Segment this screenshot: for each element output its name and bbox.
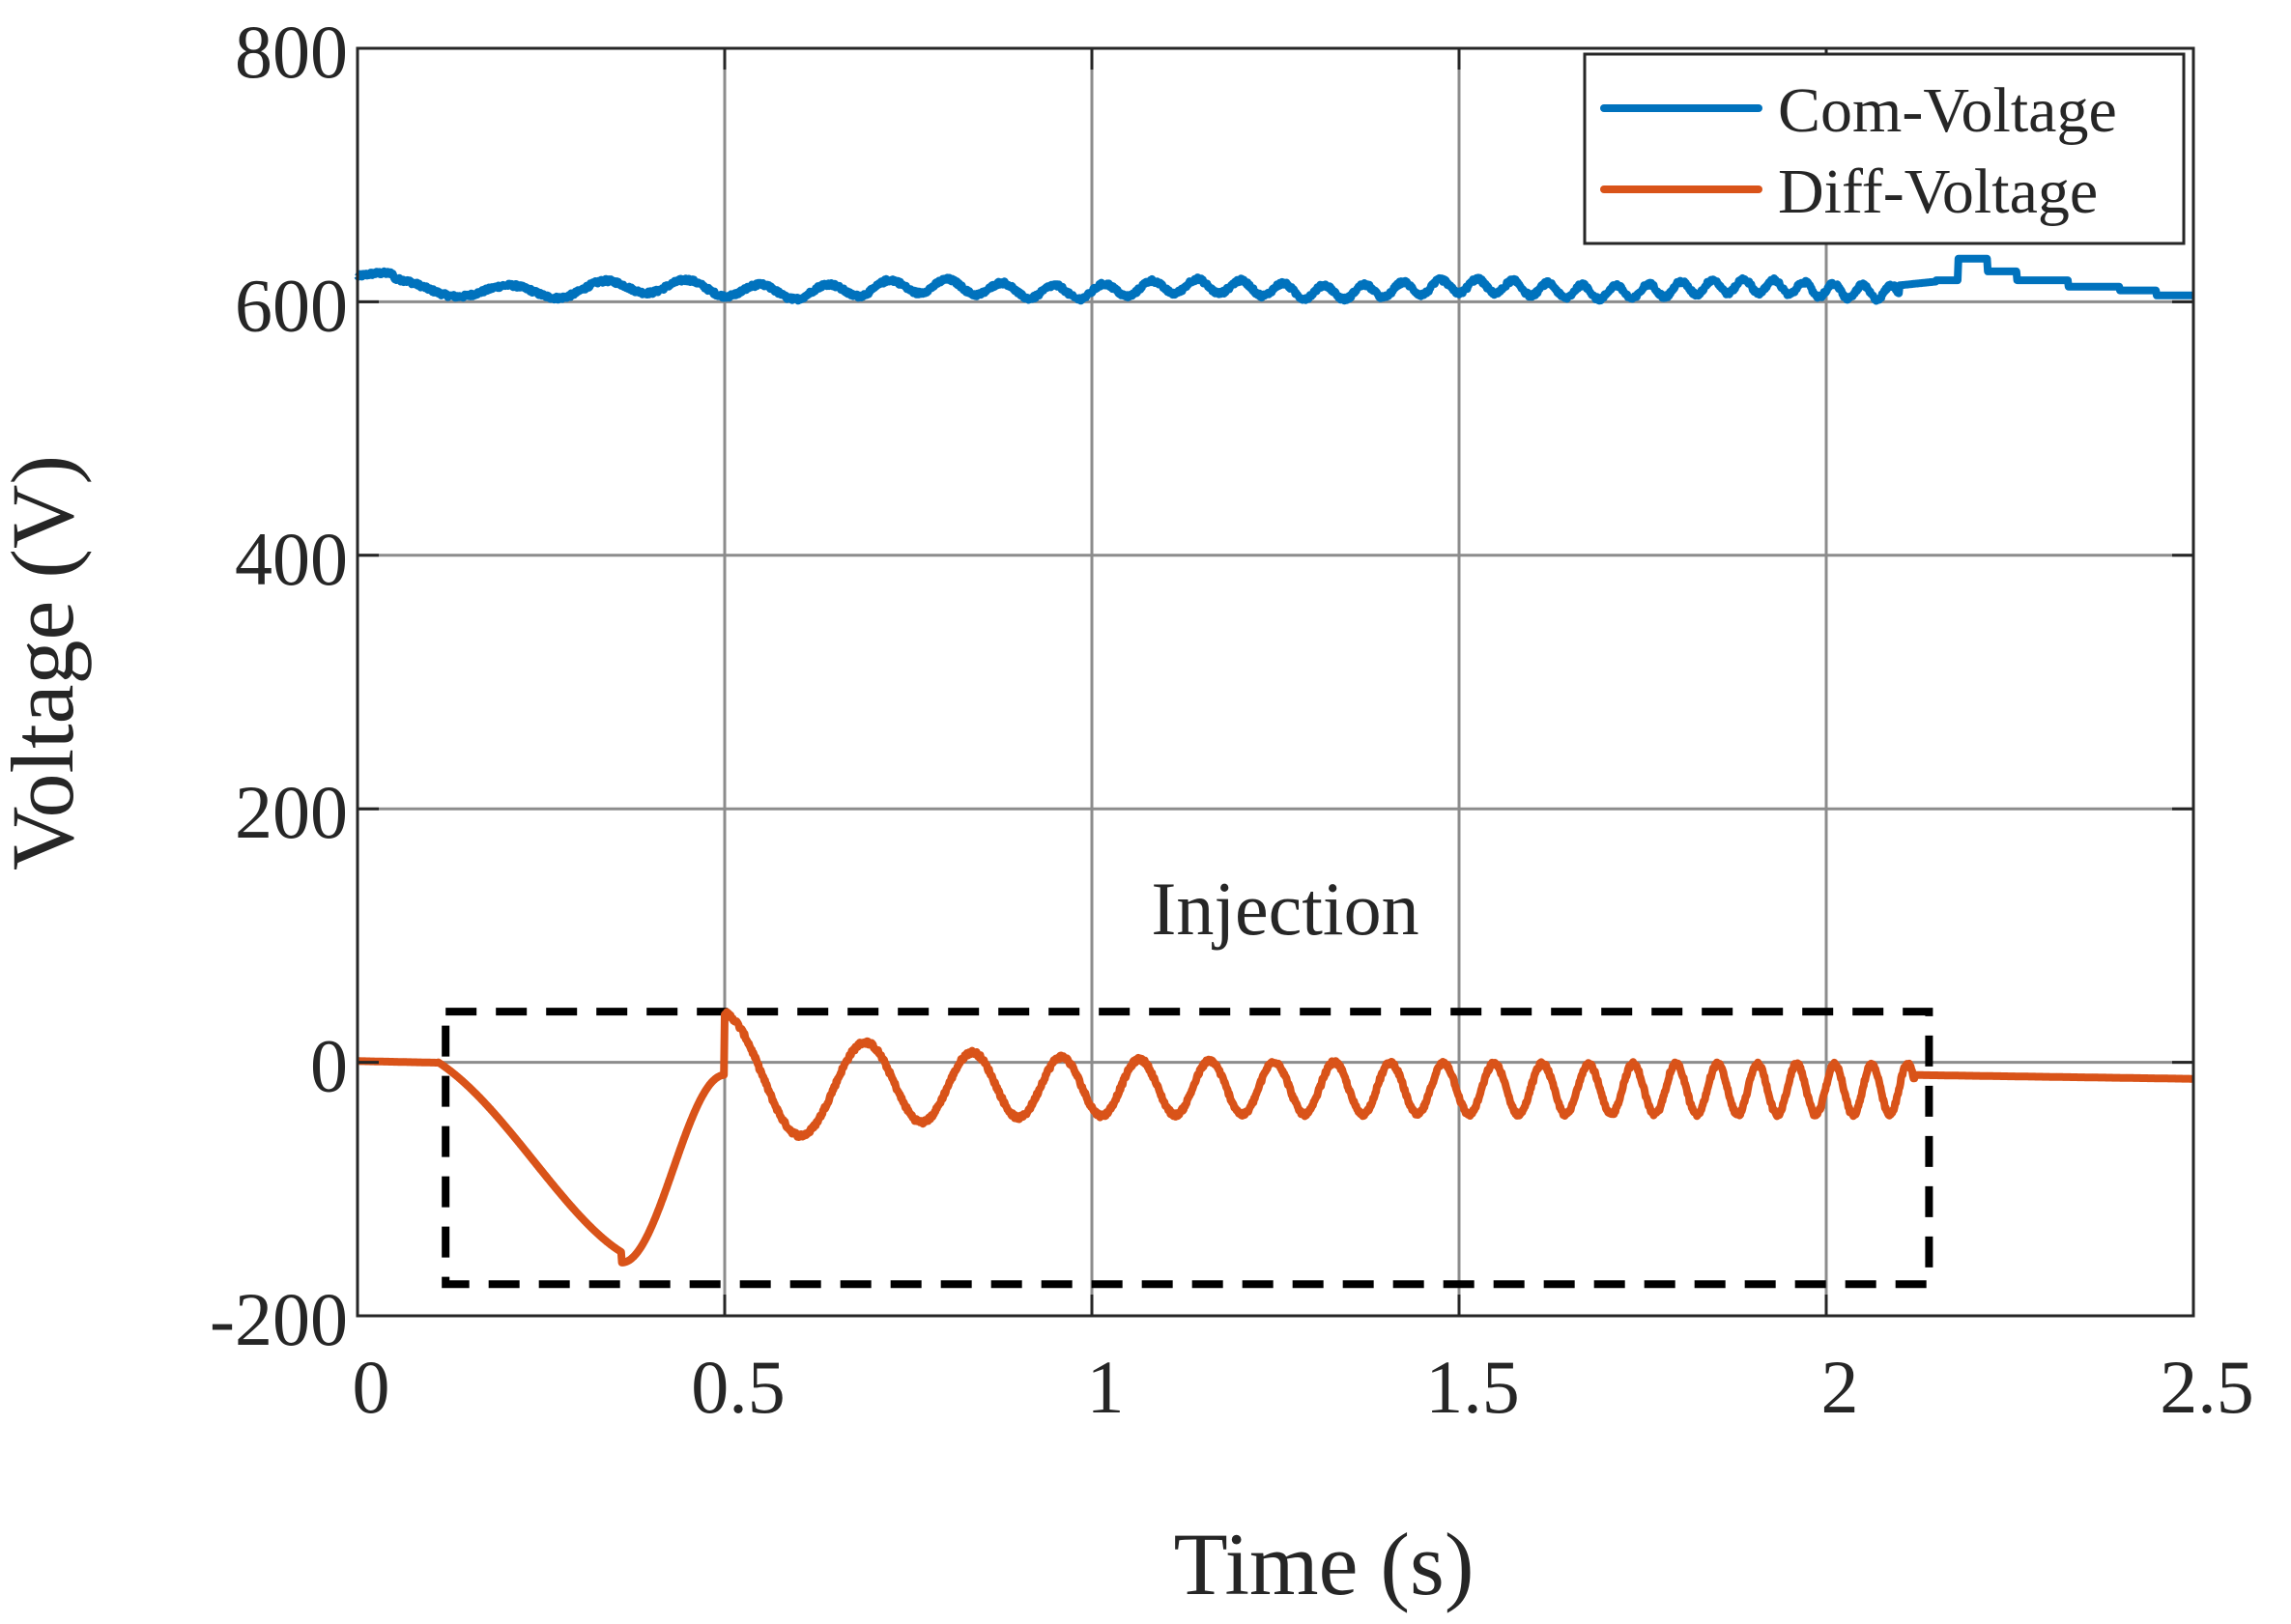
x-tick-label: 0 [353, 1345, 390, 1429]
annotation-label-injection: Injection [1151, 867, 1418, 951]
series-line-com-voltage [354, 254, 2197, 305]
legend-label-com-voltage: Com-Voltage [1778, 75, 2117, 146]
x-axis-title: Time (s) [1174, 1515, 1475, 1613]
annotation-dashed-box [442, 1008, 1933, 1289]
axes-frame [356, 46, 2195, 1318]
legend-box [1583, 52, 2186, 245]
x-tick-label: 1.5 [1425, 1345, 1520, 1429]
legend-label-diff-voltage: Diff-Voltage [1778, 157, 2098, 227]
x-tick-label: 2.5 [2160, 1345, 2254, 1429]
x-tick-label: 2 [1821, 1345, 1859, 1429]
y-tick-label: 200 [235, 770, 348, 854]
y-tick-label: -200 [210, 1277, 348, 1361]
y-tick-label: 0 [310, 1024, 348, 1108]
grid-lines [358, 48, 2193, 1316]
series-line-diff-voltage [354, 1008, 2197, 1267]
y-tick-label: 600 [235, 263, 348, 347]
x-tick-label: 1 [1087, 1345, 1125, 1429]
x-tick-label: 0.5 [691, 1345, 786, 1429]
y-tick-label: 400 [235, 517, 348, 601]
y-tick-label: 800 [235, 10, 348, 94]
y-axis-title: Voltage (V) [0, 455, 92, 870]
legend: Com-Voltage Diff-Voltage [1583, 52, 2186, 245]
annotation-box-layer [442, 1008, 1933, 1289]
series-layer [354, 254, 2197, 1267]
axis-ticks [356, 46, 2195, 1318]
